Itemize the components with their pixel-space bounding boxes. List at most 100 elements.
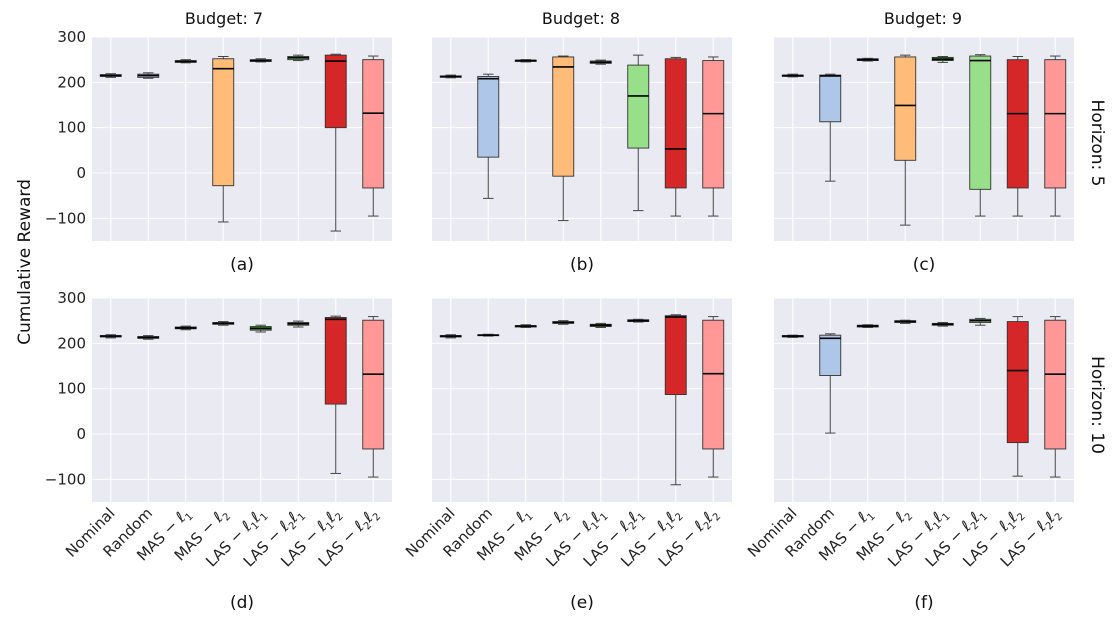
panel-a: −100 0 100 200 300 (a): [45, 28, 392, 275]
box-c-mas-2: [894, 54, 917, 226]
panel-b-background: [432, 37, 732, 241]
column-title-budget-9: Budget: 9: [884, 9, 962, 28]
box-c-las-2-1: [969, 54, 992, 217]
box-f-las-2-2-iqr: [1044, 319, 1067, 450]
y-tick-label: 100: [57, 380, 86, 398]
box-b-random-iqr: [477, 75, 500, 158]
box-a-las-1-2-iqr: [324, 54, 347, 129]
box-f-mas-1: [856, 324, 879, 328]
box-a-mas-1: [174, 59, 197, 64]
box-b-mas-2-iqr: [552, 56, 575, 177]
box-f-nominal: [781, 334, 804, 338]
box-c-mas-1: [856, 57, 879, 62]
box-e-mas-2: [552, 320, 575, 325]
y-tick-label: −100: [45, 209, 86, 227]
y-tick-label: 200: [57, 73, 86, 91]
box-d-nominal: [99, 334, 122, 339]
y-tick-label: 300: [57, 289, 86, 307]
box-a-las-2-1: [287, 54, 310, 62]
panel-label-d: (d): [230, 593, 254, 613]
box-b-nominal: [439, 74, 462, 79]
y-axis-label: Cumulative Reward: [15, 179, 35, 345]
box-a-las-1-1: [249, 58, 272, 63]
box-c-random: [819, 73, 842, 182]
box-a-nominal: [99, 73, 122, 78]
box-b-las-1-2-iqr: [664, 58, 687, 189]
panel-e-background: [432, 298, 732, 502]
box-c-las-1-2-iqr: [1006, 59, 1029, 189]
column-title-budget-8: Budget: 8: [542, 9, 620, 28]
panel-f-background: [774, 298, 1074, 502]
row-label-horizon-5: Horizon: 5: [1087, 100, 1107, 187]
box-f-las-1-1: [931, 321, 954, 327]
box-c-las-2-2-iqr: [1044, 59, 1067, 189]
box-f-random-iqr: [819, 334, 842, 376]
box-e-las-2-2: [702, 316, 725, 478]
box-d-las-1-2: [324, 315, 347, 474]
panel-label-e: (e): [570, 593, 594, 613]
box-f-las-1-2-iqr: [1006, 321, 1029, 444]
box-a-las-1-2: [324, 53, 347, 232]
box-c-las-1-1: [931, 55, 954, 63]
box-e-mas-1: [514, 324, 537, 328]
y-tick-label: −100: [45, 470, 86, 488]
box-c-nominal: [781, 73, 804, 78]
panel-label-c: (c): [913, 255, 936, 275]
panel-d-background: [92, 298, 392, 502]
column-titles: Budget: 7 Budget: 8 Budget: 9: [185, 9, 962, 28]
panel-c-background: [774, 37, 1074, 241]
y-tick-label: 0: [76, 425, 86, 443]
row-label-horizon-10: Horizon: 10: [1087, 356, 1107, 454]
box-e-random: [477, 333, 500, 337]
panel-a-background: [92, 37, 392, 241]
box-a-mas-2: [212, 55, 235, 223]
box-b-las-1-2: [664, 56, 687, 217]
box-f-mas-2: [894, 319, 917, 324]
box-d-las-1-1: [249, 324, 272, 333]
panels: −100 0 100 200 300 (a) (b) (c) −100 0 100 200 300 Nom…: [45, 28, 1074, 613]
column-title-budget-7: Budget: 7: [185, 9, 263, 28]
box-a-random: [137, 72, 160, 79]
box-b-las-1-1: [589, 59, 612, 65]
box-b-las-2-1: [627, 54, 650, 212]
box-e-nominal: [439, 334, 462, 339]
box-c-random-iqr: [819, 74, 842, 123]
y-tick-label: 100: [57, 119, 86, 137]
box-a-mas-2-iqr: [212, 58, 235, 187]
box-f-random: [819, 333, 842, 434]
box-c-las-2-2: [1044, 55, 1067, 217]
box-b-mas-1: [514, 59, 537, 63]
panel-label-f: (f): [914, 593, 933, 613]
box-a-las-2-2-iqr: [362, 59, 385, 189]
box-b-mas-2: [552, 55, 575, 222]
panel-label-b: (b): [570, 255, 594, 275]
panel-label-a: (a): [230, 255, 254, 275]
box-e-las-1-2-iqr: [664, 315, 687, 396]
box-c-las-2-1-iqr: [969, 55, 992, 190]
y-tick-label: 200: [57, 334, 86, 352]
box-f-las-2-1: [969, 317, 992, 326]
box-e-las-2-1: [627, 318, 650, 323]
y-tick-label: 300: [57, 28, 86, 46]
box-d-random: [137, 335, 160, 340]
box-e-las-1-1: [589, 322, 612, 328]
box-e-las-2-2-iqr: [702, 319, 725, 450]
box-b-random: [477, 73, 500, 199]
box-b-las-2-2-iqr: [702, 60, 725, 189]
box-d-las-1-2-iqr: [324, 317, 347, 405]
box-b-las-2-1-iqr: [627, 64, 650, 149]
box-d-las-2-2-iqr: [362, 319, 385, 450]
box-d-mas-1: [174, 325, 197, 331]
y-tick-label: 0: [76, 164, 86, 182]
box-c-las-1-2: [1006, 55, 1029, 217]
panel-b: (b): [432, 36, 732, 275]
box-f-las-2-2: [1044, 316, 1067, 478]
box-d-mas-2: [212, 321, 235, 326]
box-d-las-2-2: [362, 316, 385, 478]
box-a-las-2-2: [362, 55, 385, 217]
panel-c: (c): [774, 36, 1074, 275]
